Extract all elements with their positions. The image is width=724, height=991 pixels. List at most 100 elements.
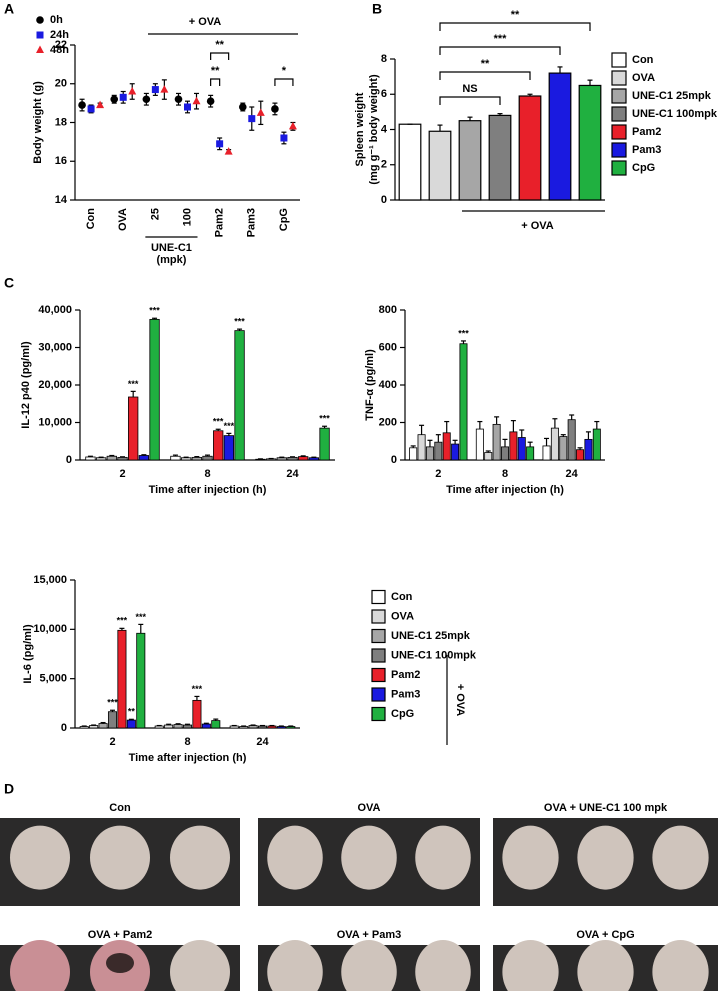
point bbox=[216, 140, 224, 148]
x-tick-label: 2 bbox=[119, 468, 125, 480]
x-tick-label: Con bbox=[85, 208, 97, 230]
bar bbox=[298, 456, 309, 461]
error-bar bbox=[237, 328, 243, 331]
significance: *** bbox=[234, 317, 245, 327]
significance: * bbox=[282, 65, 287, 77]
bar bbox=[442, 432, 451, 461]
bar bbox=[170, 455, 181, 461]
error-bar bbox=[494, 416, 500, 425]
shaved-skin bbox=[652, 940, 709, 991]
legend-label: OVA bbox=[391, 610, 414, 622]
bar bbox=[398, 123, 422, 201]
error-bar bbox=[435, 434, 441, 443]
point bbox=[110, 95, 119, 104]
bracket bbox=[210, 52, 230, 60]
significance: *** bbox=[224, 421, 235, 431]
error-bar bbox=[311, 456, 317, 458]
point bbox=[256, 108, 265, 116]
bar bbox=[428, 130, 452, 201]
shaved-skin bbox=[170, 940, 230, 991]
y-tick-label: 5,000 bbox=[39, 673, 67, 685]
legend-label: 0h bbox=[50, 14, 63, 26]
bar bbox=[276, 726, 286, 729]
error-bar bbox=[452, 439, 458, 445]
bar bbox=[526, 446, 535, 461]
x-tick-label: 24 bbox=[256, 736, 269, 748]
significance: *** bbox=[458, 328, 469, 338]
bar bbox=[79, 726, 89, 729]
point bbox=[271, 105, 279, 113]
legend-swatch bbox=[371, 687, 386, 702]
panel-label: D bbox=[4, 781, 14, 797]
photo-title: OVA + Pam3 bbox=[337, 929, 402, 941]
bar bbox=[425, 446, 434, 461]
y-tick-label: 10,000 bbox=[38, 416, 72, 428]
shaved-skin bbox=[415, 825, 471, 890]
bar bbox=[287, 456, 298, 461]
shaved-skin bbox=[170, 825, 230, 890]
error-bar bbox=[322, 425, 328, 429]
error-bar bbox=[427, 439, 433, 447]
point bbox=[174, 95, 183, 104]
lesion bbox=[106, 953, 134, 973]
error-bar bbox=[100, 721, 106, 724]
bar bbox=[458, 120, 482, 201]
legend-label: Pam3 bbox=[632, 144, 661, 156]
bar bbox=[576, 449, 585, 461]
shaved-skin bbox=[90, 825, 150, 890]
legend-swatch bbox=[371, 628, 386, 644]
error-bar bbox=[185, 723, 190, 726]
legend-swatch bbox=[611, 88, 627, 104]
error-bar bbox=[477, 420, 483, 430]
point bbox=[248, 115, 256, 123]
group-label: + OVA bbox=[521, 220, 554, 232]
bar bbox=[501, 446, 509, 461]
x-tick-label: 24 bbox=[566, 468, 579, 480]
photo bbox=[258, 940, 480, 991]
significance: *** bbox=[136, 612, 147, 622]
bar bbox=[117, 456, 128, 461]
bar bbox=[239, 726, 249, 729]
photo bbox=[258, 818, 480, 906]
point bbox=[224, 147, 233, 155]
bar bbox=[191, 456, 202, 461]
sub-label: UNE-C1 bbox=[151, 242, 192, 254]
x-tick-label: 24 bbox=[286, 468, 299, 480]
y-axis-label: TNF-α (pg/ml) bbox=[364, 349, 376, 421]
bracket bbox=[274, 78, 294, 86]
error-bar bbox=[560, 434, 566, 437]
legend-marker bbox=[36, 16, 44, 24]
bar bbox=[164, 724, 174, 729]
significance: ** bbox=[211, 65, 220, 77]
x-tick-label: 8 bbox=[502, 468, 508, 480]
legend-swatch bbox=[371, 589, 386, 605]
x-axis-label: Time after injection (h) bbox=[149, 484, 267, 496]
error-bar bbox=[205, 454, 210, 457]
bracket bbox=[439, 71, 531, 80]
bar bbox=[518, 95, 542, 201]
y-axis-label: (mg g⁻¹ body weight) bbox=[368, 74, 380, 185]
y-tick-label: 30,000 bbox=[38, 341, 72, 353]
photo bbox=[493, 940, 718, 991]
error-bar bbox=[467, 116, 473, 121]
error-bar bbox=[141, 454, 147, 456]
bar bbox=[567, 419, 576, 461]
error-bar bbox=[502, 438, 508, 447]
shaved-skin bbox=[267, 940, 323, 991]
bar bbox=[89, 725, 99, 729]
error-bar bbox=[594, 420, 600, 430]
y-tick-label: 15,000 bbox=[33, 574, 67, 586]
y-axis-label: Body weight (g) bbox=[32, 81, 44, 164]
error-bar bbox=[585, 431, 591, 440]
error-bar bbox=[527, 441, 533, 447]
bar bbox=[149, 318, 160, 461]
x-tick-label: CpG bbox=[278, 208, 290, 231]
x-tick-label: 100 bbox=[181, 208, 193, 226]
bar bbox=[248, 725, 258, 729]
y-tick-label: 8 bbox=[381, 53, 387, 65]
sub-label: (mpk) bbox=[156, 254, 186, 266]
bar bbox=[509, 431, 518, 461]
point bbox=[78, 101, 86, 109]
error-bar bbox=[87, 455, 93, 457]
bar bbox=[234, 330, 245, 461]
